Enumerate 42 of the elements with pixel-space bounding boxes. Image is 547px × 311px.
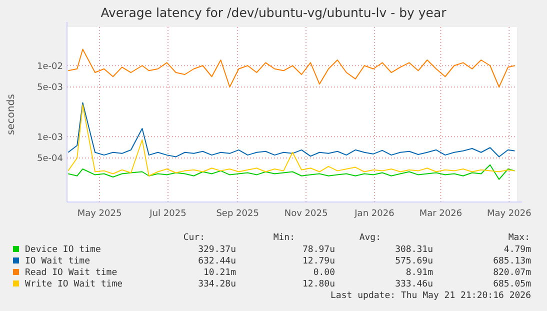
text: 685.05m [493,280,531,290]
x-tick-label: May 2025 [77,209,122,219]
text: 0.00 [313,268,335,278]
text: 820.07m [493,268,531,278]
text: 329.37u [198,245,236,255]
line-series [68,102,516,158]
text: 632.44u [198,256,236,266]
x-tick-label: May 2026 [486,209,532,219]
y-tick-label: 5e-03 [37,83,63,94]
y-tick-label: 1e-02 [37,62,63,72]
text: Last update: Thu May 21 21:20:16 2026 [330,291,531,301]
x-tick-label: Jan 2026 [354,209,395,219]
text: Avg: [359,233,381,243]
text: 308.31u [395,245,433,255]
x-tick-label: Jul 2025 [148,209,186,219]
y-tick-label: 5e-04 [37,154,64,164]
text: Cur: [183,233,205,243]
text: 10.21m [203,268,236,278]
legend-label: IO Wait time [25,256,90,266]
text: 78.97u [302,245,335,255]
text: 334.28u [198,280,236,290]
legend-label: Write IO Wait time [25,280,123,290]
text: 12.79u [302,256,335,266]
line-series [68,48,516,88]
x-tick-label: Mar 2026 [419,209,462,219]
text: 12.80u [302,280,335,290]
y-axis-title: seconds [6,94,17,135]
text: 333.46u [395,280,433,290]
y-tick-label: 1e-03 [37,132,63,143]
text: 8.91m [406,268,433,278]
legend-label: Read IO Wait time [25,268,118,278]
text: 575.69u [395,256,433,266]
text: Min: [273,233,295,243]
line-series [68,104,516,176]
x-tick-label: Nov 2025 [284,209,328,219]
legend-label: Device IO time [25,245,101,255]
text: Max: [508,233,530,243]
chart-title: Average latency for /dev/ubuntu-vg/ubuntu-lv - by year [100,5,448,20]
text: 4.79m [504,245,531,255]
line-series [68,164,516,180]
text: 685.13m [493,256,531,266]
x-tick-label: Sep 2025 [216,209,259,219]
